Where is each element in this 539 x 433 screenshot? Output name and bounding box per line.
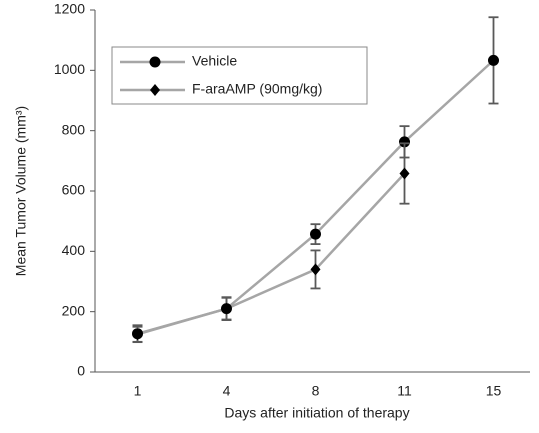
series-line: [137, 172, 406, 336]
legend-label: Vehicle: [192, 53, 237, 69]
y-tick-label: 0: [77, 363, 85, 379]
y-tick-label: 1200: [54, 1, 85, 17]
x-tick-label: 8: [312, 383, 320, 399]
legend-marker: [149, 56, 161, 68]
marker: [399, 136, 410, 148]
marker: [221, 302, 232, 315]
x-tick-label: 15: [486, 383, 502, 399]
y-axis-title: Mean Tumor Volume (mm³): [13, 106, 29, 276]
marker: [310, 228, 321, 240]
x-tick-label: 4: [223, 383, 231, 399]
y-tick-label: 600: [62, 182, 86, 198]
y-tick-label: 800: [62, 121, 86, 137]
marker: [310, 263, 321, 276]
marker: [132, 328, 143, 341]
legend-marker: [150, 84, 160, 96]
x-axis-title: Days after initiation of therapy: [224, 405, 409, 421]
marker: [488, 54, 499, 66]
marker: [399, 167, 410, 180]
legend-label: F-araAMP (90mg/kg): [192, 81, 322, 97]
y-tick-label: 1000: [54, 61, 85, 77]
y-tick-label: 400: [62, 242, 86, 258]
x-tick-label: 1: [134, 383, 142, 399]
y-tick-label: 200: [62, 302, 86, 318]
x-tick-label: 11: [397, 383, 412, 399]
